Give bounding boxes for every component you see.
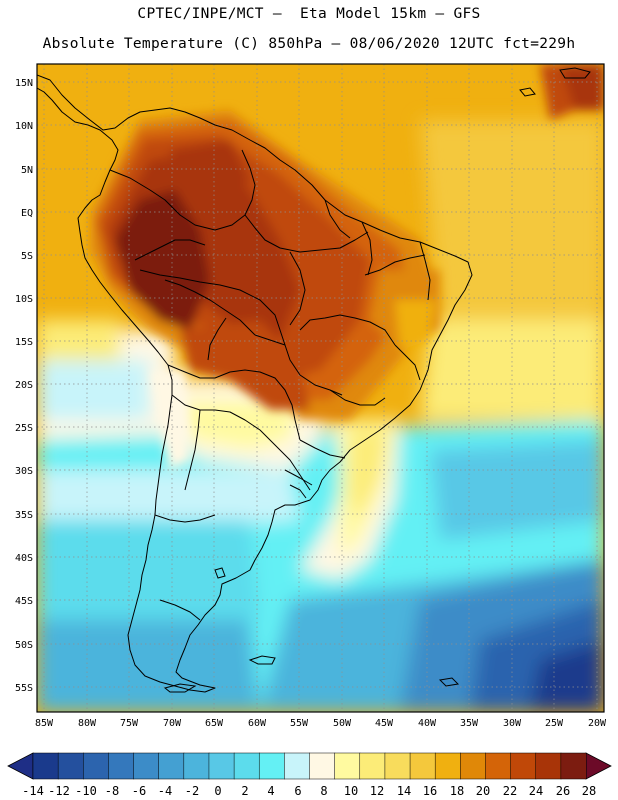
colorbar-swatch <box>334 752 361 780</box>
colorbar-label: 12 <box>370 784 384 798</box>
colorbar-right-arrow <box>585 752 612 780</box>
lat-label: 15S <box>15 337 33 348</box>
lat-label: EQ <box>21 208 33 219</box>
colorbar-swatch <box>309 752 336 780</box>
lon-label: 40W <box>418 718 437 729</box>
colorbar-label: 14 <box>397 784 411 798</box>
colorbar-swatch <box>434 752 461 780</box>
colorbar-label: -12 <box>48 784 70 798</box>
lon-label: 25W <box>545 718 564 729</box>
lon-label: 85W <box>35 718 54 729</box>
colorbar-swatch <box>57 752 84 780</box>
lon-label: 45W <box>375 718 394 729</box>
colorbar-label: 6 <box>294 784 301 798</box>
colorbar-swatch <box>83 752 109 780</box>
longitude-axis: 85W 80W 75W 70W 65W 60W 55W 50W 45W 40W … <box>35 718 607 729</box>
colorbar: -14 -12 -10 -8 -6 -4 -2 0 2 4 6 8 10 12 … <box>7 752 612 798</box>
lat-label: 5S <box>21 251 33 262</box>
colorbar-label: 26 <box>556 784 570 798</box>
colorbar-label: 0 <box>214 784 221 798</box>
colorbar-label: 10 <box>344 784 358 798</box>
islands <box>163 67 591 693</box>
lat-label: 50S <box>15 640 33 651</box>
colorbar-label: -14 <box>22 784 44 798</box>
colorbar-swatch <box>485 752 512 780</box>
lat-label: 30S <box>15 466 33 477</box>
colorbar-swatch <box>208 752 235 780</box>
colorbar-swatch <box>460 752 487 780</box>
colorbar-swatch <box>535 752 562 780</box>
colorbar-swatch <box>108 752 135 780</box>
colorbar-swatch <box>510 752 537 780</box>
lon-label: 60W <box>248 718 267 729</box>
lat-label: 55S <box>15 683 33 694</box>
temperature-field <box>37 64 604 712</box>
colorbar-swatch <box>133 752 160 780</box>
colorbar-swatch <box>258 752 285 780</box>
colorbar-label: 16 <box>423 784 437 798</box>
lon-label: 20W <box>588 718 607 729</box>
lon-label: 70W <box>163 718 182 729</box>
lat-label: 15N <box>15 78 33 89</box>
graticule <box>37 64 604 712</box>
colorbar-swatch <box>359 752 386 780</box>
lat-label: 10N <box>15 121 33 132</box>
lon-label: 30W <box>503 718 522 729</box>
colorbar-label: 8 <box>320 784 327 798</box>
lat-label: 25S <box>15 423 33 434</box>
map-title-line-1: CPTEC/INPE/MCT – Eta Model 15km – GFS <box>137 6 481 22</box>
colorbar-label: 28 <box>582 784 596 798</box>
lat-label: 20S <box>15 380 33 391</box>
colorbar-label: -2 <box>185 784 199 798</box>
colorbar-label: 22 <box>503 784 517 798</box>
colorbar-label: -8 <box>105 784 119 798</box>
lat-label: 5N <box>21 165 33 176</box>
colorbar-label: 4 <box>267 784 274 798</box>
lon-label: 75W <box>120 718 139 729</box>
latitude-axis: 15N 10N 5N EQ 5S 10S 15S 20S 25S 30S 35S… <box>15 78 33 694</box>
lon-label: 55W <box>290 718 309 729</box>
lon-label: 35W <box>460 718 479 729</box>
lat-label: 40S <box>15 553 33 564</box>
colorbar-swatch <box>183 752 210 780</box>
colorbar-swatch <box>158 752 185 780</box>
colorbar-swatch <box>32 752 59 780</box>
colorbar-label: 20 <box>476 784 490 798</box>
colorbar-swatch <box>560 752 587 780</box>
colorbar-label: -4 <box>158 784 172 798</box>
colorbar-label: 18 <box>450 784 464 798</box>
colorbar-label: -6 <box>132 784 146 798</box>
lat-label: 10S <box>15 294 33 305</box>
map-frame <box>36 63 605 713</box>
lat-label: 35S <box>15 510 33 521</box>
colorbar-swatch <box>384 752 411 780</box>
colorbar-label: 24 <box>529 784 543 798</box>
lon-label: 65W <box>205 718 224 729</box>
colorbar-left-arrow <box>7 752 34 780</box>
colorbar-label: 2 <box>241 784 248 798</box>
map-title-line-2: Absolute Temperature (C) 850hPa – 08/06/… <box>42 36 576 52</box>
lat-label: 45S <box>15 596 33 607</box>
colorbar-swatch <box>233 752 260 780</box>
colorbar-swatch <box>284 752 311 780</box>
coastlines-and-borders <box>37 74 473 693</box>
colorbar-swatch <box>409 752 436 780</box>
lon-label: 80W <box>78 718 97 729</box>
lon-label: 50W <box>333 718 352 729</box>
colorbar-label: -10 <box>75 784 97 798</box>
